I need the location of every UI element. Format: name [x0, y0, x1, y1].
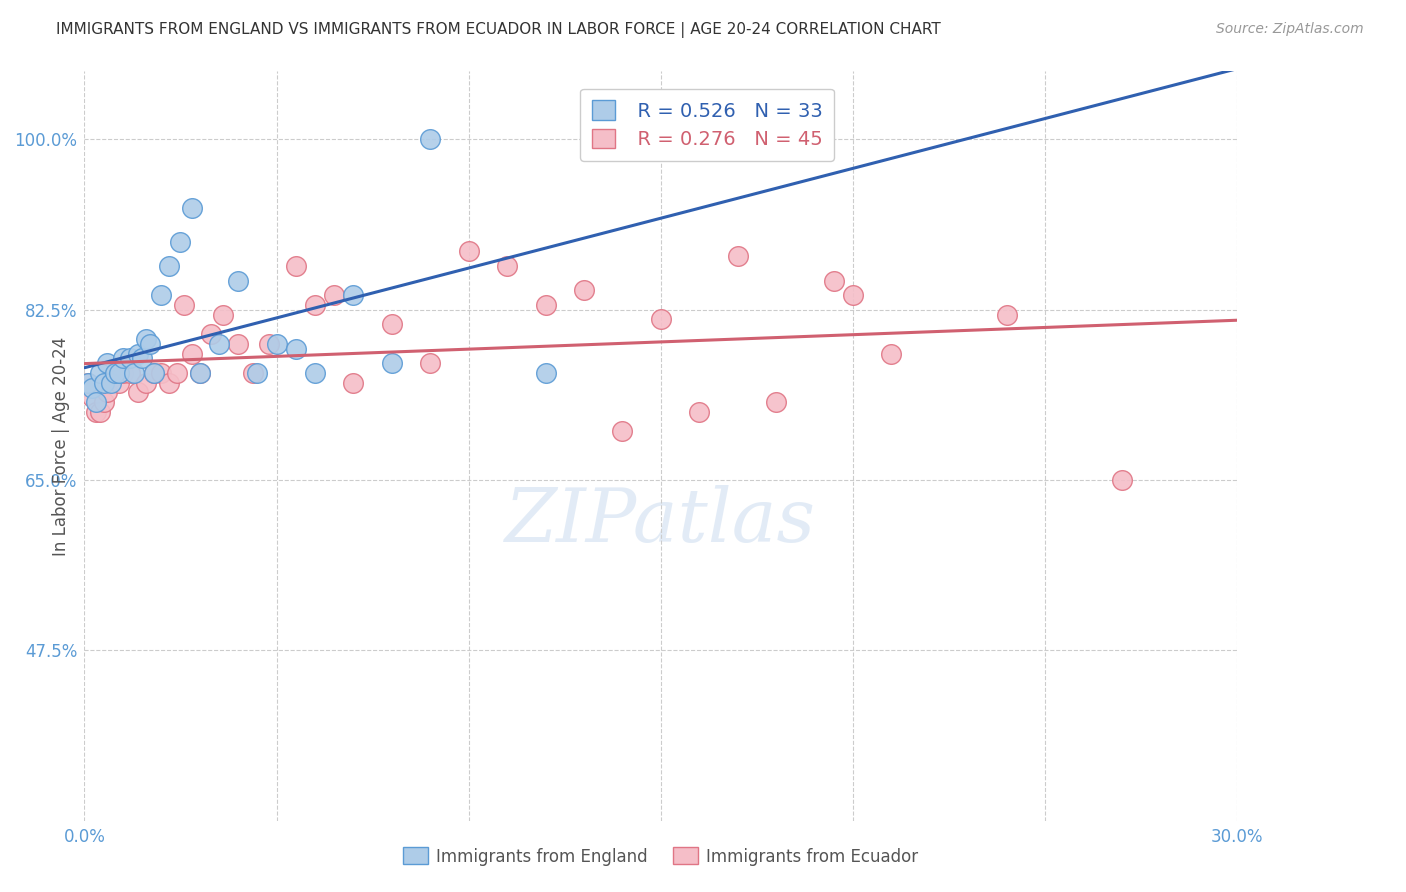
Point: [650, 312, 672, 326]
Point: [138, 336, 160, 351]
Point: [124, 366, 146, 380]
Text: Source: ZipAtlas.com: Source: ZipAtlas.com: [1216, 22, 1364, 37]
Point: [111, 351, 134, 366]
Point: [93, 395, 115, 409]
Point: [727, 249, 749, 263]
Point: [688, 405, 710, 419]
Point: [211, 308, 233, 322]
Point: [342, 376, 364, 390]
Point: [111, 366, 134, 380]
Point: [108, 376, 131, 390]
Point: [100, 376, 122, 390]
Point: [127, 385, 149, 400]
Point: [381, 356, 404, 370]
Point: [188, 366, 211, 380]
Point: [104, 366, 127, 380]
Point: [173, 298, 195, 312]
Point: [89, 366, 111, 380]
Point: [226, 274, 249, 288]
Point: [120, 351, 142, 366]
Point: [108, 366, 131, 380]
Point: [745, 132, 768, 146]
Legend: Immigrants from England, Immigrants from Ecuador: Immigrants from England, Immigrants from…: [396, 841, 925, 872]
Point: [84, 395, 107, 409]
Point: [257, 336, 280, 351]
Point: [142, 366, 165, 380]
Point: [304, 298, 326, 312]
Point: [131, 351, 153, 366]
Point: [765, 395, 787, 409]
Point: [135, 376, 157, 390]
Point: [157, 259, 180, 273]
Point: [96, 356, 118, 370]
Point: [496, 259, 519, 273]
Point: [100, 371, 122, 385]
Point: [120, 366, 142, 380]
Point: [157, 376, 180, 390]
Point: [200, 327, 222, 342]
Y-axis label: In Labor Force | Age 20-24: In Labor Force | Age 20-24: [52, 336, 70, 556]
Point: [166, 366, 188, 380]
Point: [104, 366, 127, 380]
Point: [181, 346, 204, 360]
Point: [80, 390, 103, 404]
Point: [880, 346, 903, 360]
Point: [89, 405, 111, 419]
Point: [188, 366, 211, 380]
Point: [208, 336, 231, 351]
Point: [142, 366, 165, 380]
Point: [572, 283, 595, 297]
Point: [77, 376, 100, 390]
Point: [842, 288, 865, 302]
Point: [381, 318, 404, 332]
Point: [419, 356, 441, 370]
Point: [612, 425, 634, 439]
Point: [419, 132, 441, 146]
Point: [135, 332, 157, 346]
Point: [323, 288, 346, 302]
Point: [1111, 473, 1133, 487]
Point: [284, 342, 307, 356]
Point: [169, 235, 191, 249]
Point: [127, 346, 149, 360]
Point: [77, 376, 100, 390]
Point: [80, 381, 103, 395]
Point: [534, 298, 557, 312]
Point: [342, 288, 364, 302]
Point: [284, 259, 307, 273]
Point: [534, 366, 557, 380]
Point: [84, 405, 107, 419]
Point: [995, 308, 1018, 322]
Point: [226, 336, 249, 351]
Point: [823, 274, 845, 288]
Text: ZIPatlas: ZIPatlas: [505, 484, 817, 558]
Point: [457, 244, 479, 259]
Text: IMMIGRANTS FROM ENGLAND VS IMMIGRANTS FROM ECUADOR IN LABOR FORCE | AGE 20-24 CO: IMMIGRANTS FROM ENGLAND VS IMMIGRANTS FR…: [56, 22, 941, 38]
Point: [266, 336, 288, 351]
Point: [304, 366, 326, 380]
Point: [246, 366, 269, 380]
Point: [181, 201, 204, 215]
Point: [96, 385, 118, 400]
Point: [150, 288, 173, 302]
Point: [93, 376, 115, 390]
Point: [242, 366, 264, 380]
Point: [150, 366, 173, 380]
